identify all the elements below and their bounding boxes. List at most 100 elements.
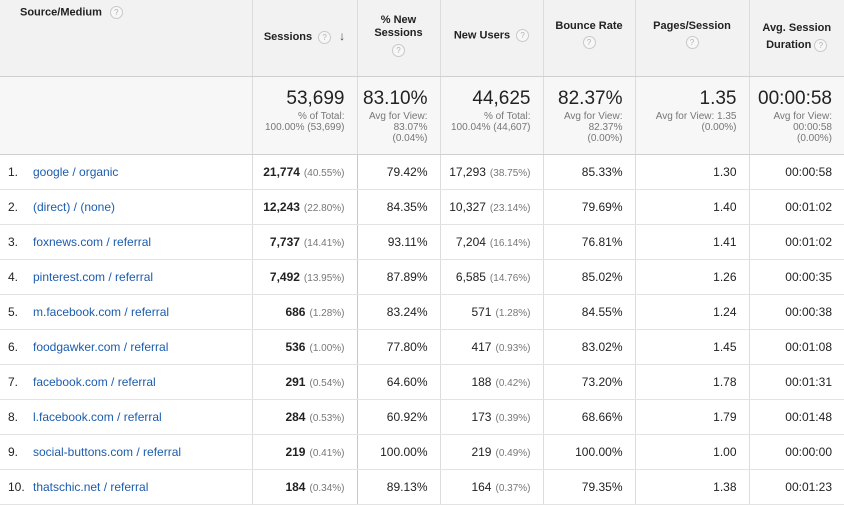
column-header-new-sessions[interactable]: % New Sessions ? <box>357 0 441 77</box>
total-caption: % of Total: <box>483 110 531 122</box>
new-users-cell: 173 (0.39%) <box>440 399 544 435</box>
source-medium-link[interactable]: google / organic <box>33 164 119 179</box>
column-header-source-medium[interactable]: Source/Medium? <box>0 0 253 77</box>
total-caption: 82.37% <box>588 121 623 133</box>
source-medium-link[interactable]: foxnews.com / referral <box>33 234 152 249</box>
help-icon[interactable]: ? <box>516 29 530 42</box>
help-icon[interactable]: ? <box>318 30 332 44</box>
sessions-percent: (22.80%) <box>303 202 345 214</box>
sessions-value: 21,774 <box>263 164 300 179</box>
pages-session-cell: 1.26 <box>635 259 750 295</box>
table-row: 6. foodgawker.com / referral 536 (1.00%) 7… <box>0 329 844 365</box>
help-icon[interactable]: ? <box>814 38 828 52</box>
new-users-percent: (16.14%) <box>489 237 531 249</box>
total-value: 1.35 <box>699 87 737 109</box>
total-caption: 100.00% (53,699) <box>264 121 345 133</box>
sessions-cell: 7,492 (13.95%) <box>252 259 358 295</box>
source-medium-link[interactable]: social-buttons.com / referral <box>33 444 182 459</box>
row-index: 3. <box>8 234 19 249</box>
column-header-new-users[interactable]: New Users? <box>440 0 544 77</box>
source-medium-link[interactable]: foodgawker.com / referral <box>33 339 169 354</box>
sessions-value: 291 <box>285 374 306 389</box>
column-header-pages-session[interactable]: Pages/Session ? <box>635 0 750 77</box>
source-medium-link[interactable]: facebook.com / referral <box>33 374 156 389</box>
totals-pages-session: 1.35 Avg for View: 1.35 (0.00%) <box>635 76 750 155</box>
avg-session-duration-cell: 00:01:31 <box>749 364 844 400</box>
source-cell: 2. (direct) / (none) <box>0 189 253 225</box>
column-label: Pages/Session <box>653 20 731 32</box>
column-label: Sessions <box>263 31 313 43</box>
help-icon[interactable]: ? <box>392 44 405 57</box>
new-users-percent: (0.93%) <box>495 342 531 354</box>
column-header-bounce-rate[interactable]: Bounce Rate ? <box>543 0 636 77</box>
new-sessions-cell: 64.60% <box>357 364 441 400</box>
table-row: 2. (direct) / (none) 12,243 (22.80%) 84.35… <box>0 189 844 225</box>
bounce-rate-cell: 100.00% <box>543 434 636 470</box>
new-users-percent: (0.39%) <box>495 412 531 424</box>
column-label: Duration <box>766 39 812 51</box>
sessions-percent: (14.41%) <box>303 237 345 249</box>
sessions-value: 7,492 <box>269 269 300 284</box>
bounce-rate-cell: 73.20% <box>543 364 636 400</box>
help-icon[interactable]: ? <box>685 36 699 49</box>
sessions-cell: 219 (0.41%) <box>252 434 358 470</box>
sessions-cell: 7,737 (14.41%) <box>252 224 358 260</box>
source-cell: 5. m.facebook.com / referral <box>0 294 253 330</box>
table-row: 3. foxnews.com / referral 7,737 (14.41%) 9… <box>0 224 844 260</box>
total-caption: Avg for View: <box>368 110 428 122</box>
new-users-value: 571 <box>471 304 492 319</box>
sessions-cell: 686 (1.28%) <box>252 294 358 330</box>
totals-new-users: 44,625 % of Total: 100.04% (44,607) <box>440 76 544 155</box>
sessions-percent: (1.00%) <box>309 342 345 354</box>
table-row: 8. l.facebook.com / referral 284 (0.53%) 6… <box>0 399 844 435</box>
help-icon[interactable]: ? <box>582 36 596 49</box>
column-label: Sessions <box>374 27 423 39</box>
new-users-percent: (1.28%) <box>495 307 531 319</box>
new-users-value: 164 <box>471 479 492 494</box>
source-medium-link[interactable]: l.facebook.com / referral <box>33 409 162 424</box>
new-users-cell: 10,327 (23.14%) <box>440 189 544 225</box>
new-sessions-cell: 79.42% <box>357 154 441 190</box>
new-users-percent: (0.42%) <box>495 377 531 389</box>
new-sessions-cell: 87.89% <box>357 259 441 295</box>
sessions-percent: (40.55%) <box>303 167 345 179</box>
total-value: 00:00:58 <box>758 87 832 109</box>
sessions-value: 536 <box>285 339 306 354</box>
bounce-rate-cell: 68.66% <box>543 399 636 435</box>
total-caption: (0.04%) <box>392 132 428 144</box>
column-header-avg-session-duration[interactable]: Avg. Session Duration ? <box>749 0 844 77</box>
sessions-cell: 21,774 (40.55%) <box>252 154 358 190</box>
total-value: 44,625 <box>472 87 531 109</box>
new-users-value: 7,204 <box>455 234 486 249</box>
new-users-percent: (23.14%) <box>489 202 531 214</box>
source-cell: 6. foodgawker.com / referral <box>0 329 253 365</box>
totals-source-cell <box>0 76 253 155</box>
sessions-value: 686 <box>285 304 306 319</box>
source-cell: 4. pinterest.com / referral <box>0 259 253 295</box>
total-caption: (0.00%) <box>796 132 832 144</box>
new-users-value: 188 <box>471 374 492 389</box>
sessions-percent: (0.53%) <box>309 412 345 424</box>
column-header-sessions[interactable]: Sessions? ↓ <box>252 0 358 77</box>
pages-session-cell: 1.78 <box>635 364 750 400</box>
bounce-rate-cell: 79.69% <box>543 189 636 225</box>
row-index: 1. <box>8 164 19 179</box>
sort-descending-icon[interactable]: ↓ <box>339 29 346 43</box>
sessions-percent: (1.28%) <box>309 307 345 319</box>
new-users-percent: (0.49%) <box>495 447 531 459</box>
sessions-percent: (0.41%) <box>309 447 345 459</box>
source-medium-link[interactable]: (direct) / (none) <box>33 199 116 214</box>
new-users-value: 417 <box>471 339 492 354</box>
source-medium-link[interactable]: m.facebook.com / referral <box>33 304 170 319</box>
source-medium-link[interactable]: thatschic.net / referral <box>33 479 149 494</box>
header-row: Source/Medium? Sessions? ↓ % New Sessions… <box>0 0 844 77</box>
row-index: 2. <box>8 199 19 214</box>
table-row: 9. social-buttons.com / referral 219 (0.41… <box>0 434 844 470</box>
column-label: Bounce Rate <box>555 20 623 32</box>
pages-session-cell: 1.40 <box>635 189 750 225</box>
bounce-rate-cell: 85.02% <box>543 259 636 295</box>
total-caption: 00:00:58 <box>793 121 832 133</box>
source-medium-link[interactable]: pinterest.com / referral <box>33 269 154 284</box>
help-icon[interactable]: ? <box>109 6 123 19</box>
avg-session-duration-cell: 00:00:00 <box>749 434 844 470</box>
